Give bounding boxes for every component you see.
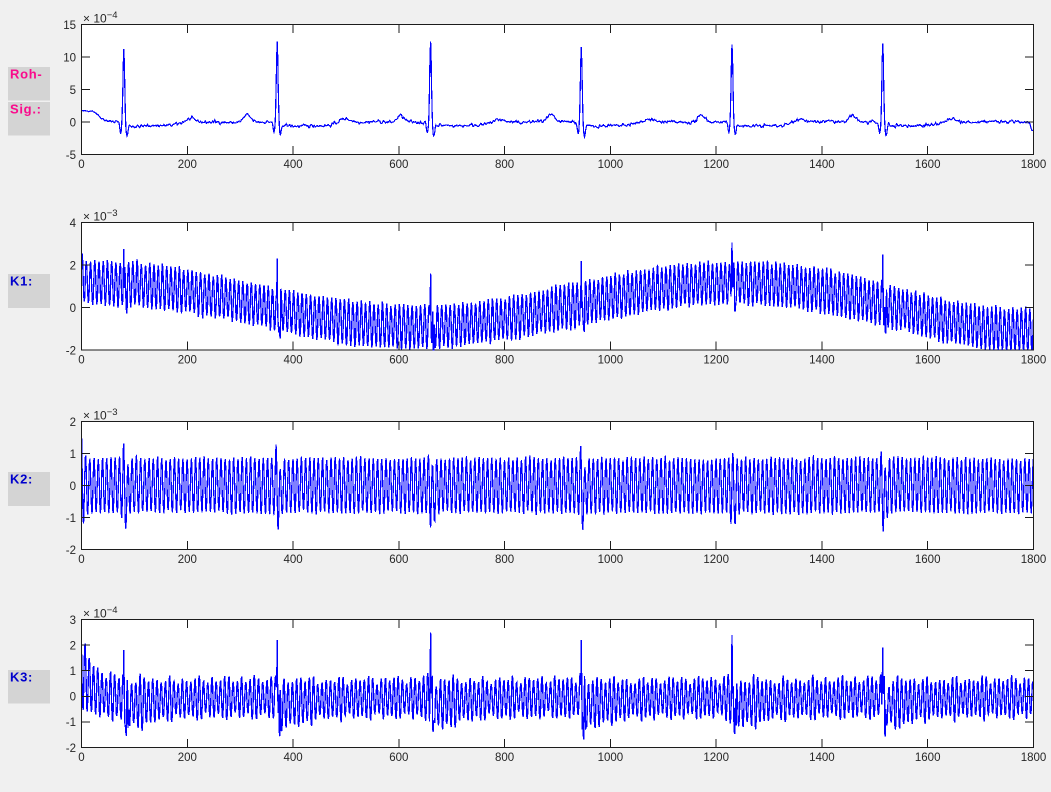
svg-text:1600: 1600 [915, 355, 941, 367]
svg-text:1000: 1000 [598, 752, 624, 764]
svg-text:800: 800 [495, 752, 514, 764]
svg-text:1000: 1000 [598, 355, 624, 367]
svg-text:0: 0 [70, 481, 76, 493]
svg-text:2: 2 [70, 417, 76, 429]
svg-text:2: 2 [70, 260, 76, 272]
svg-text:1800: 1800 [1021, 159, 1047, 171]
svg-text:-2: -2 [66, 545, 76, 557]
svg-text:-2: -2 [66, 743, 76, 755]
svg-text:600: 600 [389, 355, 408, 367]
svg-text:1200: 1200 [703, 355, 729, 367]
svg-text:1800: 1800 [1021, 554, 1047, 566]
svg-text:0: 0 [78, 355, 84, 367]
svg-text:1: 1 [70, 449, 76, 461]
svg-text:-1: -1 [66, 717, 76, 729]
svg-text:2: 2 [70, 640, 76, 652]
svg-text:-5: -5 [66, 150, 76, 162]
svg-text:3: 3 [70, 615, 76, 627]
svg-text:1600: 1600 [915, 159, 941, 171]
svg-text:600: 600 [389, 159, 408, 171]
svg-text:1400: 1400 [809, 355, 835, 367]
svg-text:1800: 1800 [1021, 752, 1047, 764]
svg-text:200: 200 [178, 752, 197, 764]
svg-text:K1:: K1: [10, 274, 33, 289]
svg-text:1000: 1000 [598, 554, 624, 566]
svg-text:4: 4 [70, 218, 77, 230]
svg-text:200: 200 [178, 355, 197, 367]
svg-text:1800: 1800 [1021, 355, 1047, 367]
svg-text:1400: 1400 [809, 554, 835, 566]
svg-text:1600: 1600 [915, 554, 941, 566]
svg-text:0: 0 [78, 159, 84, 171]
svg-text:10: 10 [63, 52, 76, 64]
svg-text:1400: 1400 [809, 752, 835, 764]
svg-text:Roh-: Roh- [10, 67, 42, 82]
svg-text:K2:: K2: [10, 472, 33, 487]
svg-text:400: 400 [284, 752, 303, 764]
svg-text:0: 0 [70, 303, 76, 315]
svg-text:800: 800 [495, 554, 514, 566]
svg-text:400: 400 [284, 355, 303, 367]
svg-text:800: 800 [495, 159, 514, 171]
svg-text:-1: -1 [66, 513, 76, 525]
svg-text:200: 200 [178, 554, 197, 566]
svg-text:1400: 1400 [809, 159, 835, 171]
svg-text:0: 0 [70, 692, 76, 704]
svg-text:Sig.:: Sig.: [10, 102, 42, 117]
svg-text:600: 600 [389, 554, 408, 566]
svg-text:-2: -2 [66, 345, 76, 357]
svg-text:1000: 1000 [598, 159, 624, 171]
svg-text:200: 200 [178, 159, 197, 171]
svg-text:1: 1 [70, 666, 76, 678]
svg-text:400: 400 [284, 554, 303, 566]
svg-text:600: 600 [389, 752, 408, 764]
svg-text:15: 15 [63, 20, 76, 32]
svg-text:800: 800 [495, 355, 514, 367]
svg-text:0: 0 [78, 554, 84, 566]
svg-text:400: 400 [284, 159, 303, 171]
svg-text:1200: 1200 [703, 554, 729, 566]
svg-text:K3:: K3: [10, 670, 33, 685]
svg-text:5: 5 [70, 85, 76, 97]
svg-text:0: 0 [78, 752, 84, 764]
svg-text:1200: 1200 [703, 159, 729, 171]
svg-text:1600: 1600 [915, 752, 941, 764]
svg-text:1200: 1200 [703, 752, 729, 764]
svg-text:0: 0 [70, 117, 76, 129]
